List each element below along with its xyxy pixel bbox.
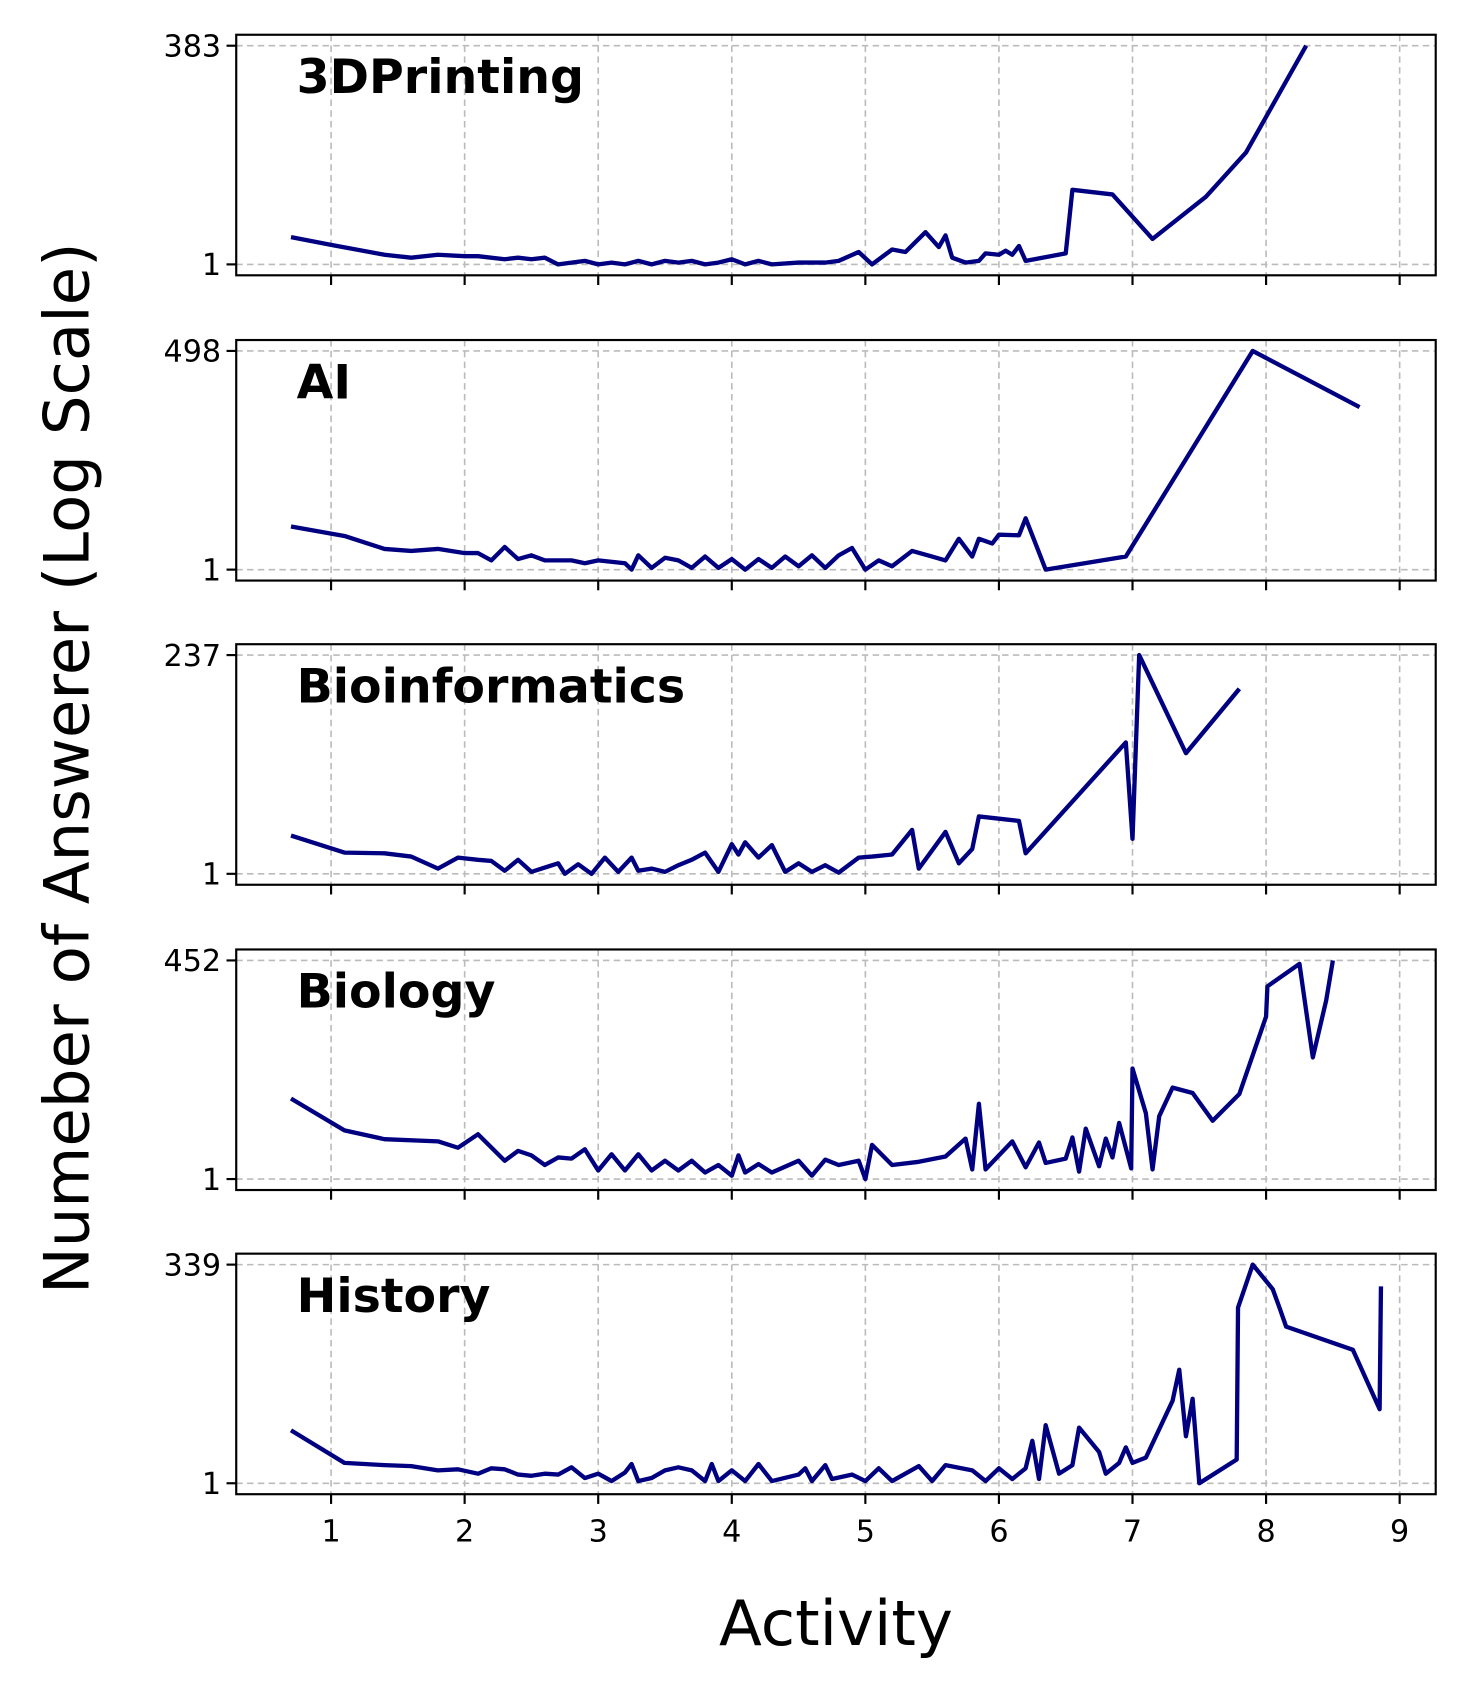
plot-frame: [235, 1252, 1437, 1496]
panel-title: Biology: [297, 965, 496, 1020]
y-tick-label: 1: [202, 1467, 221, 1502]
x-tick-label: 7: [1123, 1515, 1142, 1550]
x-tick-label: 5: [856, 1515, 875, 1550]
data-line: [290, 44, 1309, 267]
x-tick-label: 3: [589, 1515, 608, 1550]
x-tick-label: 4: [722, 1515, 741, 1550]
y-tick-label: 237: [164, 639, 222, 674]
y-axis-label: Numeber of Answerer (Log Scale): [30, 242, 103, 1294]
x-tick-label: 1: [321, 1515, 340, 1550]
y-tick-label: 383: [164, 30, 222, 65]
x-tick-label: 9: [1390, 1515, 1409, 1550]
plot-frame: [235, 338, 1437, 582]
panel-title: History: [297, 1269, 491, 1324]
x-tick-label: 2: [455, 1515, 474, 1550]
y-tick-label: 498: [164, 335, 222, 370]
plot-frame: [235, 33, 1437, 277]
y-tick-label: 452: [164, 944, 222, 979]
plot-frame: [235, 643, 1437, 886]
data-line: [290, 652, 1242, 876]
y-tick-label: 1: [202, 248, 221, 283]
y-tick-label: 1: [202, 858, 221, 893]
y-tick-label: 1: [202, 553, 221, 588]
plot-frame: [235, 948, 1437, 1192]
data-line: [289, 1262, 1384, 1486]
panel-title: Bioinformatics: [297, 659, 686, 714]
panel-title: 3DPrinting: [297, 50, 584, 105]
data-line: [289, 960, 1335, 1182]
y-tick-label: 339: [164, 1248, 222, 1283]
x-tick-label: 6: [989, 1515, 1008, 1550]
y-tick-label: 1: [202, 1163, 221, 1198]
x-axis-label: Activity: [719, 1587, 953, 1660]
x-tick-label: 8: [1256, 1515, 1275, 1550]
data-line: [290, 348, 1361, 572]
panel-title: AI: [297, 355, 351, 410]
